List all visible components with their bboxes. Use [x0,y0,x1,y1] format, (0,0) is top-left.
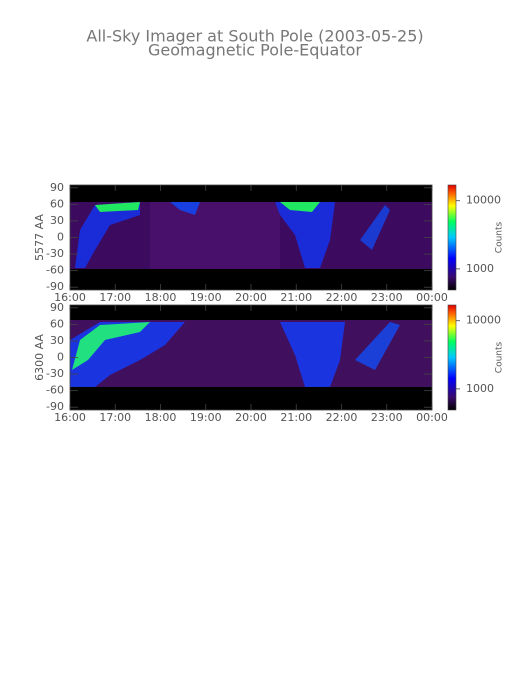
x-tick-label: 19:00 [190,411,222,424]
colorbar-tick-label: 1000 [466,262,494,275]
y-tick-label: 60 [50,317,64,330]
x-tick-label: 22:00 [326,291,358,304]
x-tick-label: 18:00 [145,291,177,304]
x-tick-label: 16:00 [54,291,86,304]
y-tick-label: 60 [50,197,64,210]
y-tick-label: -30 [46,247,64,260]
y-tick-label: 0 [57,351,64,364]
x-tick-label: 17:00 [99,411,131,424]
x-tick-label: 00:00 [416,291,448,304]
colorbar-label: Counts [495,341,505,373]
x-tick-label: 17:00 [99,291,131,304]
y-axis-label: 5577 AA [33,214,46,261]
x-tick-label: 23:00 [371,411,403,424]
colorbar [447,184,457,291]
colorbar-label: Counts [495,221,505,253]
x-tick-label: 22:00 [326,411,358,424]
y-tick-label: 30 [50,334,64,347]
title: All-Sky Imager at South Pole (2003-05-25… [86,27,423,46]
subtitle: Geomagnetic Pole-Equator [148,41,362,60]
colorbar-tick-label: 1000 [466,382,494,395]
y-tick-label: -30 [46,367,64,380]
y-tick-label: -90 [46,400,64,413]
y-tick-label: -60 [46,384,64,397]
y-tick-label: 30 [50,214,64,227]
x-tick-label: 16:00 [54,411,86,424]
keogram-image [70,305,432,410]
x-tick-label: 20:00 [235,291,267,304]
y-tick-label: 0 [57,231,64,244]
x-tick-label: 21:00 [280,411,312,424]
x-tick-label: 00:00 [416,411,448,424]
colorbar [447,304,457,411]
y-tick-label: 90 [50,181,64,194]
y-tick-label: -90 [46,280,64,293]
x-tick-label: 21:00 [280,291,312,304]
x-tick-label: 20:00 [235,411,267,424]
y-axis-label: 6300 AA [33,334,46,381]
x-tick-label: 18:00 [145,411,177,424]
x-tick-label: 19:00 [190,291,222,304]
colorbar-tick-label: 10000 [466,194,501,207]
keogram-image [70,185,432,290]
x-tick-label: 23:00 [371,291,403,304]
colorbar-tick-label: 10000 [466,314,501,327]
y-tick-label: 90 [50,301,64,314]
y-tick-label: -60 [46,264,64,277]
